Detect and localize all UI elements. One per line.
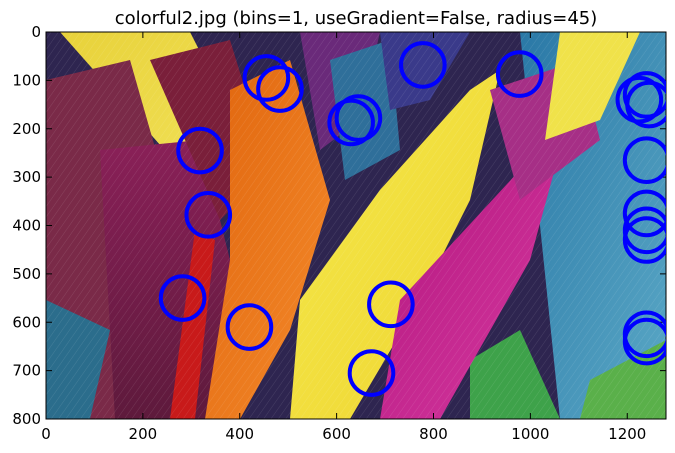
circle-marker (327, 98, 375, 147)
circle-marker (622, 317, 666, 366)
y-tick-label: 200 (12, 120, 41, 138)
circle-marker (622, 71, 666, 119)
circle-marker (622, 189, 666, 238)
circle-marker (615, 75, 664, 124)
circle-marker (347, 349, 396, 397)
circle-marker (625, 80, 666, 129)
markers (158, 41, 666, 397)
background-image (46, 32, 666, 419)
circle-marker (367, 280, 415, 329)
x-tick-label: 200 (129, 425, 158, 443)
x-tick-label: 0 (41, 425, 51, 443)
circle-marker (158, 274, 207, 322)
chart-title: colorful2.jpg (bins=1, useGradient=False… (115, 8, 598, 29)
circle-marker (399, 41, 447, 89)
circle-marker (176, 126, 224, 175)
x-tick-label: 400 (225, 425, 254, 443)
circle-marker (242, 54, 291, 102)
x-tick-label: 800 (419, 425, 448, 443)
circle-marker (622, 136, 666, 184)
y-tick-label: 600 (12, 313, 41, 331)
y-tick-label: 500 (12, 265, 41, 283)
y-tick-label: 0 (31, 23, 41, 41)
y-tick-label: 300 (12, 168, 41, 186)
x-tick-label: 1200 (608, 425, 646, 443)
axes: 0 200 400 600 800 1000 1200 0 100 200 300 400 500 600… (12, 23, 666, 443)
circle-marker (495, 50, 544, 98)
circle-marker (256, 65, 304, 113)
circle-marker (334, 94, 383, 142)
circle-marker (622, 216, 666, 264)
circle-marker (225, 303, 274, 351)
y-tick-label: 800 (12, 410, 41, 428)
x-tick-label: 600 (322, 425, 351, 443)
x-tick-label: 1000 (511, 425, 549, 443)
y-tick-label: 100 (12, 71, 41, 89)
circle-marker (184, 191, 233, 239)
circle-marker (622, 206, 666, 255)
y-tick-label: 400 (12, 217, 41, 235)
y-tick-label: 700 (12, 362, 41, 380)
